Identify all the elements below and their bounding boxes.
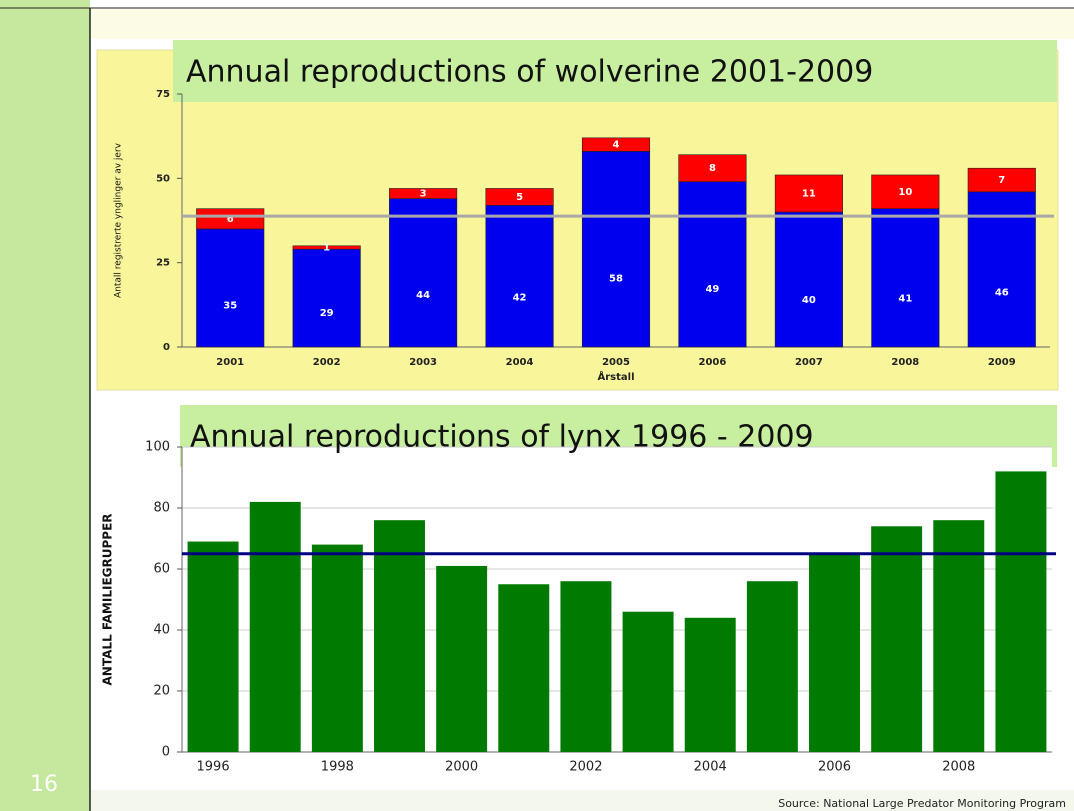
data-label: 35	[223, 301, 237, 312]
bar	[746, 581, 798, 752]
y-axis-label: ANTALL FAMILIEGRUPPER	[101, 513, 115, 685]
bar	[995, 471, 1047, 752]
data-label: 3	[420, 189, 427, 200]
x-tick-label: 2008	[942, 760, 975, 775]
bar-segment	[389, 188, 458, 199]
y-tick-label: 100	[145, 440, 170, 455]
bar	[187, 541, 239, 752]
bar-segment	[774, 211, 843, 348]
x-axis-label: Årstall	[597, 370, 634, 383]
source: Source: National Large Predator Monitori…	[778, 797, 1066, 810]
x-tick-label: 2004	[506, 357, 534, 368]
data-label: 46	[995, 288, 1009, 299]
x-tick-label: 2005	[602, 357, 630, 368]
x-tick-label: 2001	[216, 357, 244, 368]
data-label: 10	[898, 187, 912, 198]
x-tick-label: 2006	[699, 357, 727, 368]
data-label: 29	[320, 308, 334, 319]
title-box	[173, 40, 1057, 102]
x-tick-label: 2008	[891, 357, 919, 368]
slide-number: 16	[30, 772, 58, 797]
bar-segment	[678, 181, 747, 348]
bar	[374, 520, 425, 752]
data-label: 11	[802, 189, 816, 200]
bar-segment	[871, 174, 940, 209]
x-tick-label: 1996	[197, 760, 230, 775]
x-tick-label: 2003	[409, 357, 437, 368]
y-axis-label: Antall registrerte ynglinger av jerv	[114, 142, 124, 298]
x-tick-label: 2004	[694, 760, 727, 775]
bar-segment	[292, 245, 361, 250]
y-tick-label: 20	[153, 684, 170, 699]
bar-segment	[485, 188, 554, 206]
bar-segment	[292, 248, 361, 348]
chart-title: Annual reproductions of wolverine 2001-2…	[186, 55, 873, 90]
data-label: 7	[998, 175, 1005, 186]
data-label: 44	[416, 290, 430, 301]
data-label: 49	[705, 284, 719, 295]
bar	[871, 526, 923, 752]
y-tick-label: 0	[162, 745, 170, 760]
data-label: 1	[323, 242, 330, 253]
x-tick-label: 2006	[818, 760, 851, 775]
bar	[684, 617, 736, 752]
chart-title: Annual reproductions of lynx 1996 - 2009	[190, 420, 814, 455]
side-stripe	[0, 0, 90, 811]
bar-segment	[485, 205, 554, 348]
bar	[809, 553, 860, 752]
bar-segment	[678, 154, 747, 183]
bar-segment	[581, 137, 651, 152]
x-tick-label: 2002	[313, 357, 341, 368]
footer-band	[91, 790, 1074, 811]
x-tick-label: 2000	[445, 760, 478, 775]
y-tick-label: 80	[153, 501, 170, 516]
bar-segment	[581, 151, 651, 348]
x-tick-label: 2009	[988, 357, 1016, 368]
data-label: 42	[513, 292, 527, 303]
bar	[933, 520, 985, 752]
data-label: 6	[227, 214, 234, 225]
bar-segment	[871, 208, 940, 348]
top-band	[91, 9, 1074, 39]
data-label: 4	[613, 140, 620, 151]
bar	[311, 544, 363, 752]
bar	[560, 581, 612, 752]
data-label: 58	[609, 274, 623, 285]
bar-segment	[967, 191, 1036, 348]
bar-segment	[196, 208, 265, 230]
y-tick-label: 40	[153, 623, 170, 638]
x-tick-label: 2007	[795, 357, 823, 368]
bar-segment	[967, 167, 1036, 193]
bar-segment	[389, 198, 458, 348]
bar-segment	[196, 228, 265, 348]
y-tick-label: 75	[156, 89, 170, 100]
data-label: 41	[898, 294, 912, 305]
bar	[436, 565, 488, 752]
bar	[249, 501, 301, 752]
x-tick-label: 2002	[569, 760, 602, 775]
y-tick-label: 60	[153, 562, 170, 577]
data-label: 8	[709, 163, 716, 174]
bar-segment	[774, 174, 843, 213]
y-tick-label: 0	[163, 342, 170, 353]
y-tick-label: 50	[156, 173, 170, 184]
data-label: 5	[516, 192, 523, 203]
x-tick-label: 1998	[321, 760, 354, 775]
bar	[622, 611, 674, 752]
bar	[498, 584, 550, 752]
y-tick-label: 25	[156, 258, 170, 269]
data-label: 40	[802, 295, 816, 306]
